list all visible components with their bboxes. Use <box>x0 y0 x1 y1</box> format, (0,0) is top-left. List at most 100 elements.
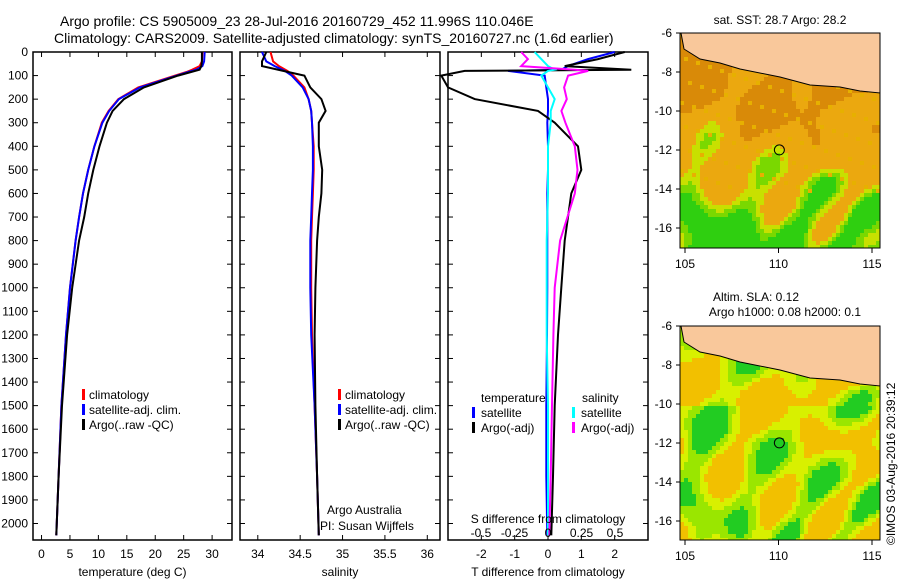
series-satellite-adj-clim- <box>55 51 206 536</box>
series-argo <box>261 51 327 536</box>
x-axis-label: T difference from climatology <box>471 565 625 579</box>
y-tick-label: 1800 <box>1 469 28 483</box>
map-y-tick-label: -16 <box>655 221 673 235</box>
legend-label: satellite <box>581 406 622 420</box>
legend-label: Argo(..raw -QC) <box>345 418 430 432</box>
y-tick-label: 1400 <box>1 375 28 389</box>
legend-label: Argo(..raw -QC) <box>89 418 174 432</box>
x2-tick-label: -0.25 <box>501 526 529 540</box>
legend-swatch <box>82 404 85 415</box>
legend-label: climatology <box>89 388 149 402</box>
x-tick-label: -1 <box>509 547 520 561</box>
x-tick-label: 2 <box>611 547 618 561</box>
map-y-tick-label: -12 <box>655 436 673 450</box>
salinity-axes-box <box>239 51 441 541</box>
x-tick-label: 0 <box>545 547 552 561</box>
sla-map-frame <box>679 325 881 541</box>
sla-map-subtitle: Argo h1000: 0.08 h2000: 0.1 <box>709 305 861 319</box>
legend-swatch <box>82 389 85 400</box>
y-tick-label: 1700 <box>1 446 28 460</box>
x-tick-label: 36 <box>421 547 435 561</box>
x2-tick-label: -0.5 <box>471 526 492 540</box>
map-x-tick-label: 115 <box>862 257 881 271</box>
x-tick-label: 10 <box>92 547 106 561</box>
series-s-satellite <box>533 51 558 536</box>
legend-swatch <box>472 422 475 433</box>
x-tick-label: 34 <box>251 547 265 561</box>
map-y-tick-label: -6 <box>661 26 672 40</box>
x-tick-label: 20 <box>149 547 163 561</box>
annotation: PI: Susan Wijffels <box>320 519 414 533</box>
series-t-argo-adj- <box>439 51 632 536</box>
x2-tick-label: 0 <box>545 526 552 540</box>
map-x-tick-label: 105 <box>675 549 695 563</box>
series-s-argo-adj- <box>518 51 589 536</box>
x-axis-label: salinity <box>322 565 359 579</box>
x-tick-label: 25 <box>177 547 191 561</box>
map-y-tick-label: -12 <box>655 143 673 157</box>
map-y-tick-label: -14 <box>655 475 673 489</box>
map-x-tick-label: 105 <box>675 257 695 271</box>
map-y-tick-label: -8 <box>661 65 672 79</box>
legend-swatch <box>338 404 341 415</box>
map-x-tick-label: 110 <box>769 549 788 563</box>
annotation: Argo Australia <box>327 503 402 517</box>
x2-tick-label: 0.5 <box>607 526 624 540</box>
y-tick-label: 2000 <box>1 516 28 530</box>
x-tick-label: 1 <box>578 547 585 561</box>
legend-label: Argo(-adj) <box>481 421 534 435</box>
y-tick-label: 600 <box>8 186 28 200</box>
map-y-tick-label: -8 <box>661 358 672 372</box>
legend-label: satellite <box>481 406 522 420</box>
y-tick-label: 1500 <box>1 399 28 413</box>
legend-title-temperature: temperature <box>481 391 546 405</box>
x2-tick-label: 0.25 <box>570 526 594 540</box>
y-tick-label: 1300 <box>1 351 28 365</box>
map-y-tick-label: -6 <box>661 319 672 333</box>
series-satellite-adj-clim- <box>261 51 320 536</box>
x-tick-label: 34.5 <box>288 547 312 561</box>
y-tick-label: 0 <box>21 45 28 59</box>
legend-label: climatology <box>345 388 405 402</box>
sst-map-image <box>680 33 881 248</box>
legend-swatch <box>338 419 341 430</box>
sst-map-title: sat. SST: 28.7 Argo: 28.2 <box>714 13 847 27</box>
y-tick-label: 1200 <box>1 328 28 342</box>
y-tick-label: 200 <box>8 92 28 106</box>
x-axis-label: temperature (deg C) <box>78 565 186 579</box>
y-tick-label: 1000 <box>1 281 28 295</box>
x-tick-label: 35 <box>336 547 350 561</box>
y-tick-label: 1100 <box>2 304 28 318</box>
legend-swatch <box>338 389 341 400</box>
argo-location-marker <box>773 437 785 449</box>
x-tick-label: 15 <box>120 547 134 561</box>
map-y-tick-label: -14 <box>655 182 673 196</box>
legend-swatch <box>572 407 575 418</box>
legend-swatch <box>82 419 85 430</box>
map-y-tick-label: -10 <box>655 397 673 411</box>
y-tick-label: 800 <box>8 234 28 248</box>
figure-title-line1: Argo profile: CS 5905009_23 28-Jul-2016 … <box>60 13 534 29</box>
argo-location-marker <box>773 144 785 156</box>
legend-label: satellite-adj. clim. <box>345 403 437 417</box>
y-tick-label: 900 <box>8 257 28 271</box>
y-tick-label: 500 <box>8 163 28 177</box>
y-tick-label: 400 <box>8 139 28 153</box>
legend-title-salinity: salinity <box>582 391 619 405</box>
copyright: ©IMOS 03-Aug-2016 20:39:12 <box>884 382 898 545</box>
y-tick-label: 1900 <box>1 493 28 507</box>
legend-label: Argo(-adj) <box>581 421 634 435</box>
sst-map-frame <box>679 32 881 249</box>
map-x-tick-label: 115 <box>862 549 881 563</box>
x-tick-label: 35.5 <box>373 547 397 561</box>
y-tick-label: 100 <box>8 69 28 83</box>
sla-map-image <box>680 326 881 540</box>
map-y-tick-label: -10 <box>655 104 673 118</box>
legend-swatch <box>572 422 575 433</box>
legend-label: satellite-adj. clim. <box>89 403 181 417</box>
x-tick-label: 0 <box>38 547 45 561</box>
x2-axis-label: S difference from climatology <box>471 512 626 526</box>
map-y-tick-label: -16 <box>655 514 673 528</box>
x-tick-label: 5 <box>67 547 74 561</box>
